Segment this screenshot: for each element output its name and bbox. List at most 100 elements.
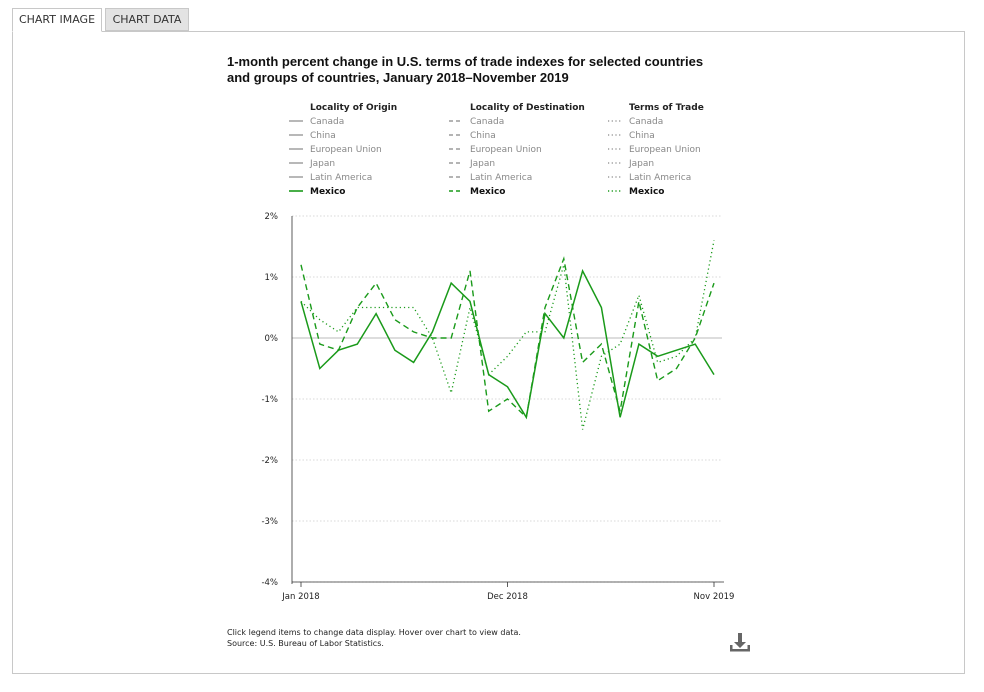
data-point-dashed[interactable] xyxy=(618,409,623,414)
data-point-dotted[interactable] xyxy=(674,354,679,359)
data-point-dotted[interactable] xyxy=(580,427,585,432)
data-point-solid[interactable] xyxy=(317,366,322,371)
data-point-dashed[interactable] xyxy=(561,256,566,261)
legend-item-dotted-japan[interactable]: Japan xyxy=(628,159,654,169)
data-point-dotted[interactable] xyxy=(693,336,698,341)
data-point-solid[interactable] xyxy=(599,305,604,310)
data-point-solid[interactable] xyxy=(636,342,641,347)
y-tick-label: 1% xyxy=(265,273,279,283)
chart-panel: 1-month percent change in U.S. terms of … xyxy=(12,31,965,674)
chart-title-line-1: 1-month percent change in U.S. terms of … xyxy=(227,54,703,69)
download-icon[interactable] xyxy=(729,632,751,654)
legend-item-dotted-china[interactable]: China xyxy=(629,131,655,141)
data-point-dashed[interactable] xyxy=(336,348,341,353)
data-point-dashed[interactable] xyxy=(674,366,679,371)
data-point-dotted[interactable] xyxy=(317,317,322,322)
data-point-dotted[interactable] xyxy=(336,329,341,334)
data-point-solid[interactable] xyxy=(374,311,379,316)
data-point-dotted[interactable] xyxy=(467,305,472,310)
data-point-solid[interactable] xyxy=(561,336,566,341)
legend-item-solid-canada[interactable]: Canada xyxy=(310,117,344,127)
data-point-dotted[interactable] xyxy=(355,305,360,310)
legend-heading-1: Locality of Origin xyxy=(310,103,397,113)
data-point-dotted[interactable] xyxy=(561,262,566,267)
data-point-dashed[interactable] xyxy=(449,336,454,341)
series-layer xyxy=(299,238,717,432)
data-point-dashed[interactable] xyxy=(486,409,491,414)
data-point-dashed[interactable] xyxy=(299,262,304,267)
tab-chart-image[interactable]: CHART IMAGE xyxy=(12,8,102,32)
data-point-dotted[interactable] xyxy=(618,342,623,347)
data-point-dotted[interactable] xyxy=(505,354,510,359)
data-point-dotted[interactable] xyxy=(524,329,529,334)
data-point-dotted[interactable] xyxy=(449,390,454,395)
data-point-solid[interactable] xyxy=(580,268,585,273)
data-point-solid[interactable] xyxy=(392,348,397,353)
legend-item-dotted-european-union[interactable]: European Union xyxy=(629,145,701,155)
legend-item-dotted-mexico[interactable]: Mexico xyxy=(629,187,664,197)
tab-chart-data[interactable]: CHART DATA xyxy=(105,8,189,31)
data-point-solid[interactable] xyxy=(411,360,416,365)
data-point-dotted[interactable] xyxy=(543,329,548,334)
x-axis: Jan 2018 Dec 2018 Nov 2019 xyxy=(281,582,734,602)
data-point-solid[interactable] xyxy=(674,348,679,353)
legend-item-dashed-latin-america[interactable]: Latin America xyxy=(470,173,532,183)
data-point-dashed[interactable] xyxy=(411,329,416,334)
chart-instructions: Click legend items to change data displa… xyxy=(227,628,521,637)
data-point-dotted[interactable] xyxy=(636,293,641,298)
data-point-solid[interactable] xyxy=(355,342,360,347)
legend-item-dashed-china[interactable]: China xyxy=(470,131,496,141)
data-point-solid[interactable] xyxy=(655,354,660,359)
data-point-dotted[interactable] xyxy=(411,305,416,310)
data-point-dashed[interactable] xyxy=(543,305,548,310)
series-line-solid[interactable] xyxy=(300,268,715,420)
legend-item-dashed-european-union[interactable]: European Union xyxy=(470,145,542,155)
legend-item-solid-european-union[interactable]: European Union xyxy=(310,145,382,155)
data-point-dotted[interactable] xyxy=(599,354,604,359)
y-tick-label: -1% xyxy=(261,395,278,405)
chart-grid xyxy=(291,215,724,584)
legend-item-dashed-japan[interactable]: Japan xyxy=(469,159,495,169)
data-point-dotted[interactable] xyxy=(430,336,435,341)
chart-title-line-2: and groups of countries, January 2018–No… xyxy=(227,70,569,85)
data-point-dashed[interactable] xyxy=(374,281,379,286)
data-point-dotted[interactable] xyxy=(374,305,379,310)
data-point-dashed[interactable] xyxy=(392,317,397,322)
data-point-dotted[interactable] xyxy=(392,305,397,310)
chart-source: Source: U.S. Bureau of Labor Statistics. xyxy=(227,639,384,648)
data-point-dashed[interactable] xyxy=(580,360,585,365)
y-tick-label: 0% xyxy=(265,334,279,344)
data-point-dotted[interactable] xyxy=(655,360,660,365)
legend-item-solid-latin-america[interactable]: Latin America xyxy=(310,173,372,183)
data-point-solid[interactable] xyxy=(505,384,510,389)
data-point-dashed[interactable] xyxy=(712,281,717,286)
data-point-dashed[interactable] xyxy=(467,268,472,273)
series-line-dashed[interactable] xyxy=(300,256,715,419)
legend-item-dotted-latin-america[interactable]: Latin America xyxy=(629,173,691,183)
data-point-solid[interactable] xyxy=(618,415,623,420)
legend-item-solid-mexico[interactable]: Mexico xyxy=(310,187,345,197)
legend-item-dotted-canada[interactable]: Canada xyxy=(629,117,663,127)
data-point-solid[interactable] xyxy=(467,299,472,304)
x-tick-label: Dec 2018 xyxy=(487,592,528,602)
data-point-dashed[interactable] xyxy=(505,397,510,402)
data-point-solid[interactable] xyxy=(693,342,698,347)
data-point-solid[interactable] xyxy=(430,329,435,334)
data-point-dashed[interactable] xyxy=(524,415,529,420)
legend-item-solid-japan[interactable]: Japan xyxy=(309,159,335,169)
data-point-dotted[interactable] xyxy=(299,299,304,304)
data-point-dashed[interactable] xyxy=(317,342,322,347)
data-point-solid[interactable] xyxy=(449,281,454,286)
legend-heading-2: Locality of Destination xyxy=(470,103,585,113)
x-tick-label: Jan 2018 xyxy=(281,592,319,602)
data-point-solid[interactable] xyxy=(712,372,717,377)
legend-item-solid-china[interactable]: China xyxy=(310,131,336,141)
data-point-dashed[interactable] xyxy=(599,342,604,347)
legend-item-dashed-mexico[interactable]: Mexico xyxy=(470,187,505,197)
chart-svg[interactable]: 1-month percent change in U.S. terms of … xyxy=(13,32,964,673)
data-point-dotted[interactable] xyxy=(486,372,491,377)
legend-item-dashed-canada[interactable]: Canada xyxy=(470,117,504,127)
data-point-dotted[interactable] xyxy=(712,238,717,243)
y-tick-label: 2% xyxy=(265,212,279,222)
data-point-dashed[interactable] xyxy=(655,378,660,383)
